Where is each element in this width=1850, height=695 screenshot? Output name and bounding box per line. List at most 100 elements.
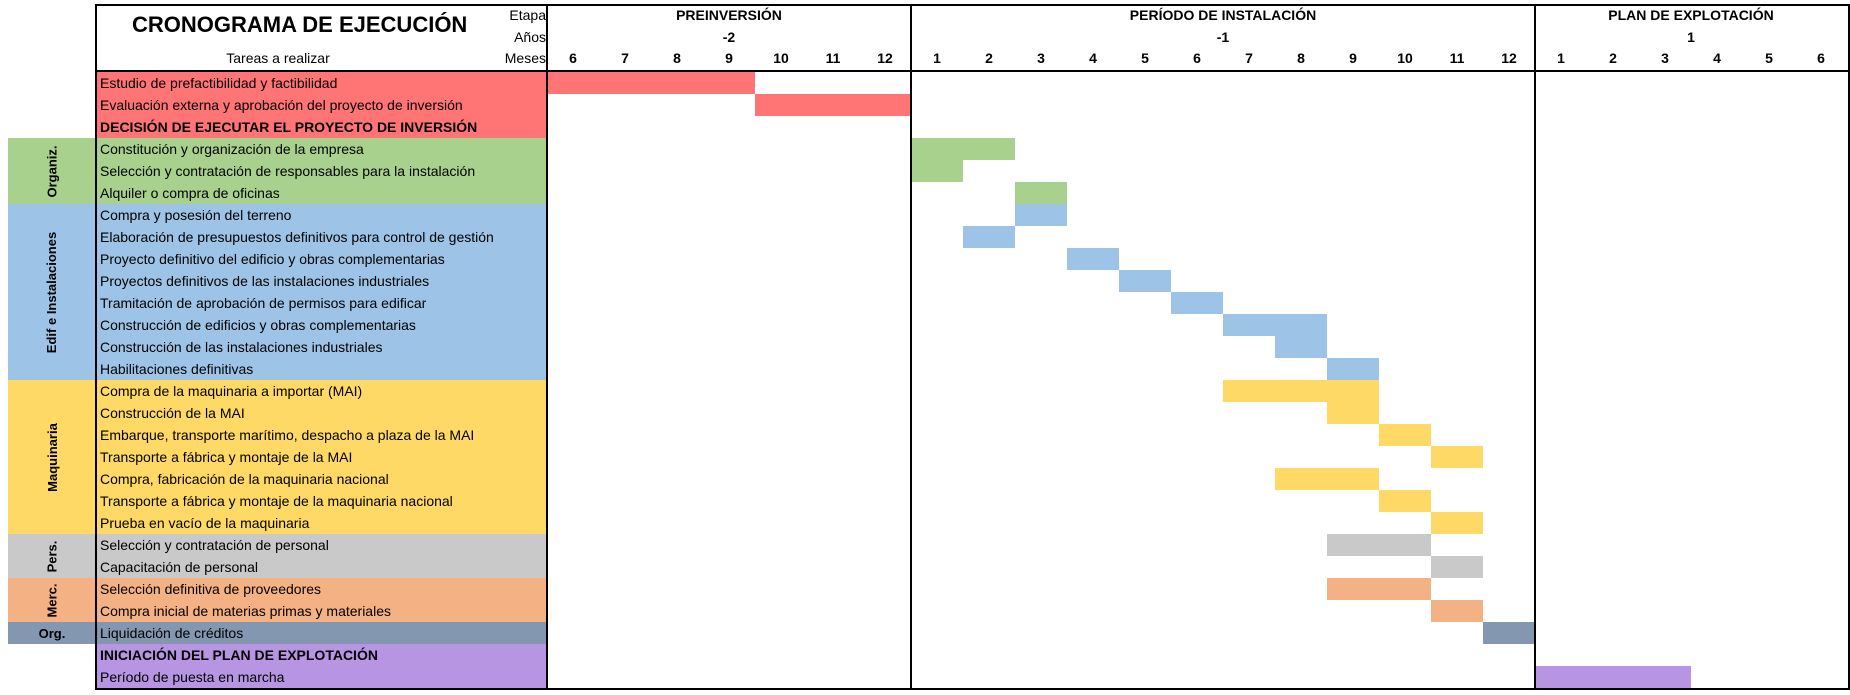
gantt-bar <box>1483 622 1535 644</box>
group-label: Merc. <box>8 578 96 622</box>
task-label: Selección y contratación de responsables… <box>96 160 547 182</box>
task-label: Período de puesta en marcha <box>96 666 547 688</box>
group-label: Maquinaria <box>8 380 96 534</box>
stage-explotacion: PLAN DE EXPLOTACIÓN <box>1608 7 1774 23</box>
month-label: 11 <box>1449 50 1465 66</box>
group-label: Edif e Instalaciones <box>8 204 96 380</box>
month-label: 5 <box>1765 50 1773 66</box>
group-label-text: Pers. <box>44 540 60 572</box>
task-label: Construcción de la MAI <box>96 402 547 424</box>
gantt-bar <box>1379 424 1431 446</box>
gantt-bar <box>1327 358 1379 380</box>
month-label: 12 <box>1501 50 1517 66</box>
year-preinversion: -2 <box>722 29 736 45</box>
month-label: 6 <box>569 50 577 66</box>
gantt-bar <box>1431 556 1483 578</box>
table-border-header <box>95 70 1850 72</box>
group-label <box>8 72 96 138</box>
year-instalacion: -1 <box>1216 29 1230 45</box>
gantt-bar <box>1379 490 1431 512</box>
month-label: 8 <box>1297 50 1305 66</box>
task-label: Liquidación de créditos <box>96 622 547 644</box>
month-label: 2 <box>985 50 993 66</box>
stage-divider <box>910 4 912 690</box>
month-label: 1 <box>933 50 941 66</box>
gantt-bar <box>1015 204 1067 226</box>
table-border-top <box>95 4 1850 6</box>
gantt-bar <box>1431 512 1483 534</box>
month-label: 8 <box>673 50 681 66</box>
task-label: Compra y posesión del terreno <box>96 204 547 226</box>
month-label: 4 <box>1089 50 1097 66</box>
group-label-text: Maquinaria <box>44 422 60 492</box>
group-label-text: Merc. <box>44 583 60 617</box>
task-label: Construcción de las instalaciones indust… <box>96 336 547 358</box>
group-label: Pers. <box>8 534 96 578</box>
month-label: 9 <box>1349 50 1357 66</box>
gantt-bar <box>1015 182 1067 204</box>
gantt-bar <box>1327 534 1431 556</box>
task-label: Proyectos definitivos de las instalacion… <box>96 270 547 292</box>
stage-divider <box>1534 4 1536 690</box>
month-label: 5 <box>1141 50 1149 66</box>
task-label: Estudio de prefactibilidad y factibilida… <box>96 72 547 94</box>
task-label: Compra de la maquinaria a importar (MAI) <box>96 380 547 402</box>
table-border-bottom <box>95 688 1850 690</box>
month-label: 1 <box>1557 50 1565 66</box>
group-label <box>8 644 96 688</box>
task-label: Proyecto definitivo del edificio y obras… <box>96 248 547 270</box>
page-title: CRONOGRAMA DE EJECUCIÓN <box>132 12 468 37</box>
task-label: Capacitación de personal <box>96 556 547 578</box>
task-label: DECISIÓN DE EJECUTAR EL PROYECTO DE INVE… <box>96 116 547 138</box>
gantt-bar <box>755 94 911 116</box>
tareas-label: Tareas a realizar <box>226 50 330 66</box>
gantt-bar <box>1223 380 1379 402</box>
month-label: 12 <box>877 50 893 66</box>
task-label: Compra, fabricación de la maquinaria nac… <box>96 468 547 490</box>
task-label: Selección y contratación de personal <box>96 534 547 556</box>
gantt-bar <box>911 138 1015 160</box>
task-label: Selección definitiva de proveedores <box>96 578 547 600</box>
gantt-bar <box>1171 292 1223 314</box>
month-label: 10 <box>1397 50 1413 66</box>
task-label: Evaluación externa y aprobación del proy… <box>96 94 547 116</box>
group-label-text: Edif e Instalaciones <box>44 231 60 353</box>
gantt-bar <box>1275 336 1327 358</box>
gantt-bar <box>1535 666 1691 688</box>
anos-label: Años <box>514 29 546 45</box>
task-label: Transporte a fábrica y montaje de la MAI <box>96 446 547 468</box>
month-label: 4 <box>1713 50 1721 66</box>
stage-divider <box>546 4 548 690</box>
gantt-bar <box>1431 446 1483 468</box>
month-label: 7 <box>621 50 629 66</box>
task-label: Embarque, transporte marítimo, despacho … <box>96 424 547 446</box>
year-explotacion: 1 <box>1687 29 1695 45</box>
month-label: 7 <box>1245 50 1253 66</box>
task-label: Alquiler o compra de oficinas <box>96 182 547 204</box>
gantt-bar <box>1223 314 1327 336</box>
task-label: Constitución y organización de la empres… <box>96 138 547 160</box>
group-label-text: Org. <box>38 625 66 641</box>
task-label: Tramitación de aprobación de permisos pa… <box>96 292 547 314</box>
group-label: Org. <box>8 622 96 644</box>
task-label: Prueba en vacío de la maquinaria <box>96 512 547 534</box>
task-label: Construcción de edificios y obras comple… <box>96 314 547 336</box>
month-label: 9 <box>725 50 733 66</box>
task-label: INICIACIÓN DEL PLAN DE EXPLOTACIÓN <box>96 644 547 666</box>
gantt-bar <box>1275 468 1379 490</box>
stage-preinversion: PREINVERSIÓN <box>676 7 782 23</box>
table-border-left <box>95 4 97 690</box>
task-label: Transporte a fábrica y montaje de la maq… <box>96 490 547 512</box>
stage-instalacion: PERÍODO DE INSTALACIÓN <box>1129 7 1317 23</box>
gantt-bar <box>963 226 1015 248</box>
gantt-bar <box>1327 578 1431 600</box>
group-label-text: Organiz. <box>44 144 60 198</box>
task-label: Elaboración de presupuestos definitivos … <box>96 226 547 248</box>
meses-label: Meses <box>504 50 546 66</box>
etapa-label: Etapa <box>509 7 546 23</box>
gantt-bar <box>1431 600 1483 622</box>
month-label: 3 <box>1661 50 1669 66</box>
gantt-bar <box>911 160 963 182</box>
month-label: 2 <box>1609 50 1617 66</box>
